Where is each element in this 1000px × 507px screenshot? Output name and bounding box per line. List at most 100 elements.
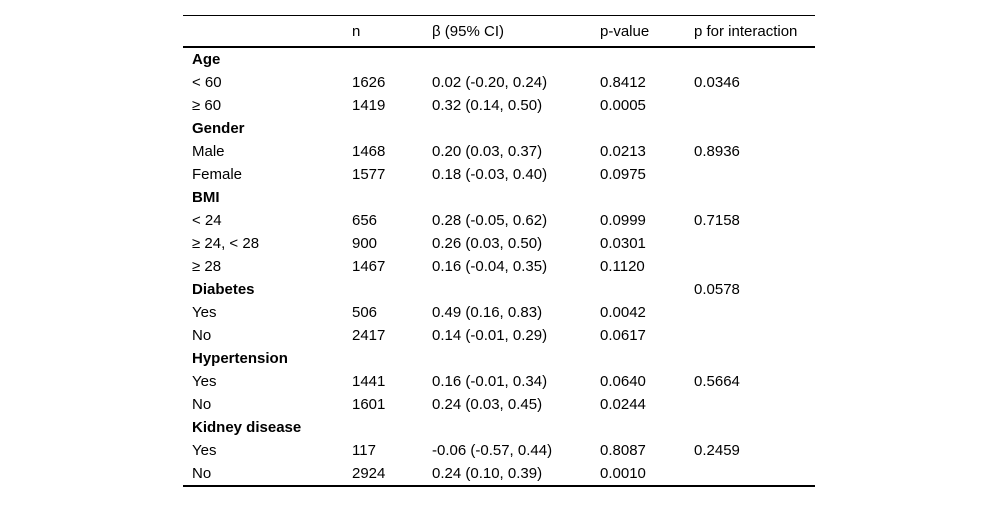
row-label-cell: Yes [192, 373, 217, 390]
row-label-cell: No [192, 465, 212, 482]
p-interaction-cell [694, 301, 815, 324]
p-value-cell: 0.0617 [600, 327, 646, 344]
n-cell [352, 47, 432, 71]
table-row: < 60 1626 0.02 (-0.20, 0.24) 0.8412 0.0346 [183, 71, 815, 94]
beta-ci-cell: 0.16 (-0.04, 0.35) [432, 258, 548, 275]
p-value-cell [600, 347, 694, 370]
p-interaction-cell: 0.0346 [694, 74, 740, 91]
row-label-cell: No [192, 396, 212, 413]
p-interaction-cell: 0.2459 [694, 442, 740, 459]
group-header-row: Hypertension [183, 347, 815, 370]
p-interaction-cell [694, 416, 815, 439]
header-p-value: p-value [600, 15, 694, 48]
n-cell: 1577 [352, 166, 386, 183]
p-value-cell [600, 117, 694, 140]
beta-ci-cell: 0.24 (0.03, 0.45) [432, 396, 543, 413]
p-value-cell: 0.0999 [600, 212, 646, 229]
beta-ci-cell: -0.06 (-0.57, 0.44) [432, 442, 553, 459]
n-cell: 1626 [352, 74, 386, 91]
beta-ci-cell [432, 416, 600, 439]
row-label-cell: < 24 [192, 212, 222, 229]
header-subgroup [183, 15, 352, 48]
row-label-cell: Male [192, 143, 225, 160]
n-cell [352, 347, 432, 370]
n-cell [352, 416, 432, 439]
p-value-cell: 0.0005 [600, 97, 646, 114]
p-value-cell: 0.0301 [600, 235, 646, 252]
row-label-cell: < 60 [192, 74, 222, 91]
beta-ci-cell [432, 47, 600, 71]
table-row: < 24 656 0.28 (-0.05, 0.62) 0.0999 0.7158 [183, 209, 815, 232]
n-cell: 1468 [352, 143, 386, 160]
row-label-cell: Gender [192, 120, 245, 137]
p-interaction-cell: 0.8936 [694, 143, 740, 160]
table-row: Yes 1441 0.16 (-0.01, 0.34) 0.0640 0.5664 [183, 370, 815, 393]
p-interaction-cell [694, 324, 815, 347]
p-interaction-cell: 0.0578 [694, 281, 740, 298]
header-beta-ci: β (95% CI) [432, 15, 600, 48]
p-interaction-cell [694, 163, 815, 186]
table-row: No 2417 0.14 (-0.01, 0.29) 0.0617 [183, 324, 815, 347]
p-interaction-cell [694, 117, 815, 140]
row-label-cell: Yes [192, 442, 217, 459]
row-label-cell: No [192, 327, 212, 344]
p-interaction-cell [694, 94, 815, 117]
subgroup-analysis-table: n β (95% CI) p-value p for interaction A… [183, 15, 815, 487]
group-header-row: Kidney disease [183, 416, 815, 439]
row-label-cell: Diabetes [192, 281, 255, 298]
p-interaction-cell: 0.7158 [694, 212, 740, 229]
beta-ci-cell: 0.26 (0.03, 0.50) [432, 235, 543, 252]
group-header-row: Age [183, 47, 815, 71]
row-label-cell: Age [192, 51, 221, 68]
p-interaction-cell [694, 232, 815, 255]
row-label-cell: Hypertension [192, 350, 288, 367]
beta-ci-cell [432, 117, 600, 140]
beta-ci-cell: 0.02 (-0.20, 0.24) [432, 74, 548, 91]
n-cell: 1601 [352, 396, 386, 413]
p-value-cell [600, 186, 694, 209]
row-label-cell: Kidney disease [192, 419, 302, 436]
p-value-cell [600, 278, 694, 301]
row-label-cell: BMI [192, 189, 220, 206]
row-label-cell: Female [192, 166, 243, 183]
p-interaction-cell [694, 255, 815, 278]
p-value-cell: 0.0975 [600, 166, 646, 183]
header-n: n [352, 15, 432, 48]
beta-ci-cell: 0.20 (0.03, 0.37) [432, 143, 543, 160]
n-cell [352, 186, 432, 209]
table-row: Female 1577 0.18 (-0.03, 0.40) 0.0975 [183, 163, 815, 186]
p-value-cell: 0.0010 [600, 465, 646, 482]
n-cell: 2924 [352, 465, 386, 482]
table-header-row: n β (95% CI) p-value p for interaction [183, 15, 815, 48]
beta-ci-cell: 0.28 (-0.05, 0.62) [432, 212, 548, 229]
beta-ci-cell: 0.32 (0.14, 0.50) [432, 97, 543, 114]
beta-ci-cell: 0.24 (0.10, 0.39) [432, 465, 543, 482]
p-value-cell [600, 47, 694, 71]
n-cell [352, 117, 432, 140]
n-cell: 1419 [352, 97, 386, 114]
table-row: ≥ 28 1467 0.16 (-0.04, 0.35) 0.1120 [183, 255, 815, 278]
p-interaction-cell [694, 347, 815, 370]
p-interaction-cell: 0.5664 [694, 373, 740, 390]
group-header-row: BMI [183, 186, 815, 209]
p-value-cell: 0.0042 [600, 304, 646, 321]
group-header-row: Diabetes 0.0578 [183, 278, 815, 301]
p-interaction-cell [694, 47, 815, 71]
row-label-cell: ≥ 28 [192, 258, 222, 275]
p-value-cell: 0.8087 [600, 442, 646, 459]
group-header-row: Gender [183, 117, 815, 140]
header-p-interaction: p for interaction [694, 15, 815, 48]
p-interaction-cell [694, 462, 815, 486]
table-row: ≥ 24, < 28 900 0.26 (0.03, 0.50) 0.0301 [183, 232, 815, 255]
p-interaction-cell [694, 393, 815, 416]
p-value-cell [600, 416, 694, 439]
n-cell: 117 [352, 442, 376, 459]
table-row: Yes 506 0.49 (0.16, 0.83) 0.0042 [183, 301, 815, 324]
n-cell: 1467 [352, 258, 386, 275]
table-row: No 2924 0.24 (0.10, 0.39) 0.0010 [183, 462, 815, 486]
p-interaction-cell [694, 186, 815, 209]
row-label-cell: ≥ 60 [192, 97, 222, 114]
p-value-cell: 0.0244 [600, 396, 646, 413]
beta-ci-cell [432, 347, 600, 370]
n-cell: 900 [352, 235, 378, 252]
